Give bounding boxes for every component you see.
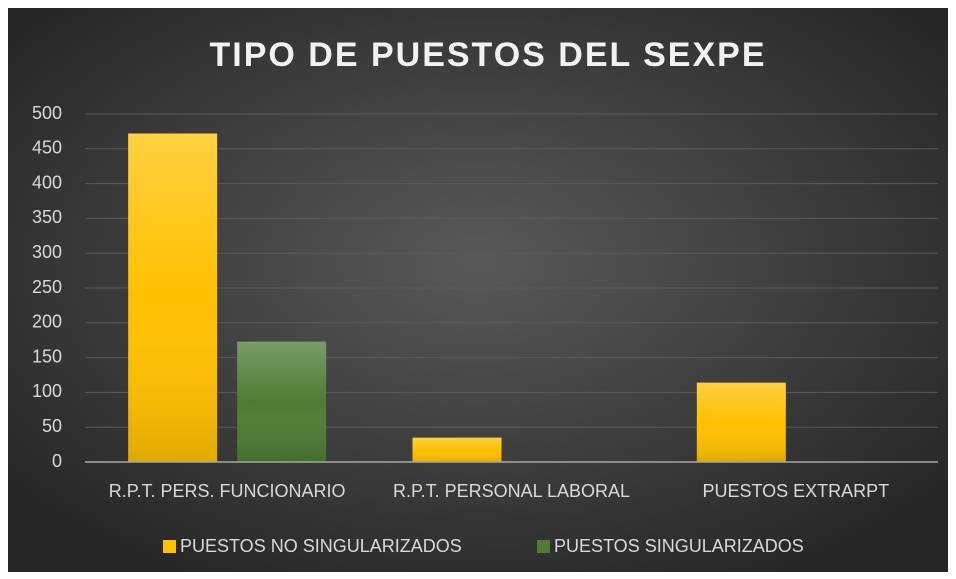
y-tick-label: 0 [52, 451, 62, 471]
y-tick-label: 450 [32, 138, 62, 158]
y-tick-label: 350 [32, 207, 62, 227]
legend-swatch [163, 540, 176, 553]
y-tick-label: 400 [32, 172, 62, 192]
y-tick-label: 100 [32, 381, 62, 401]
x-tick-label: R.P.T. PERS. FUNCIONARIO [109, 481, 346, 501]
bar [237, 341, 327, 462]
bar [412, 437, 502, 462]
bar [696, 382, 786, 462]
x-tick-label: R.P.T. PERSONAL LABORAL [393, 481, 630, 501]
y-tick-label: 200 [32, 312, 62, 332]
legend-label: PUESTOS SINGULARIZADOS [554, 536, 804, 556]
y-tick-label: 500 [32, 103, 62, 123]
legend-swatch [537, 540, 550, 553]
y-tick-label: 50 [42, 416, 62, 436]
y-tick-label: 300 [32, 242, 62, 262]
chart-title: TIPO DE PUESTOS DEL SEXPE [210, 36, 767, 74]
y-tick-label: 250 [32, 277, 62, 297]
bar [128, 133, 218, 462]
x-tick-label: PUESTOS EXTRARPT [702, 481, 889, 501]
legend-label: PUESTOS NO SINGULARIZADOS [180, 536, 462, 556]
y-tick-label: 150 [32, 346, 62, 366]
